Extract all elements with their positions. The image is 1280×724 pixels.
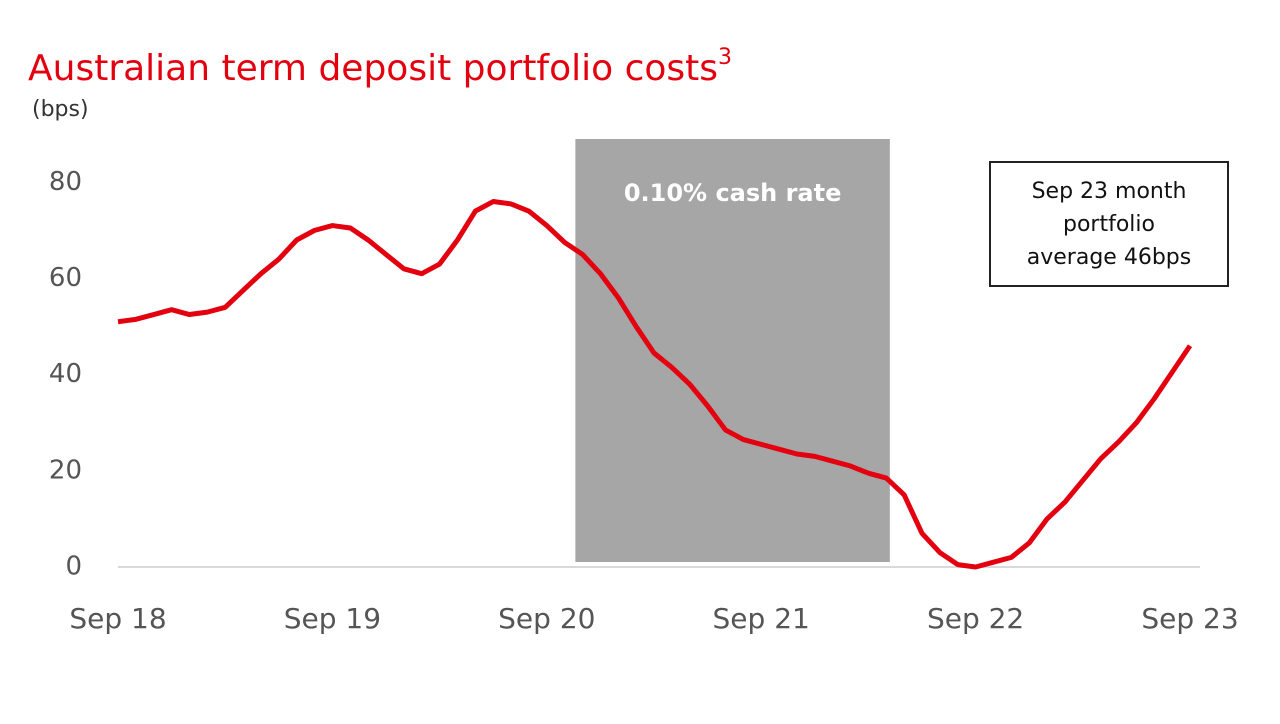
- annotation-box: [989, 161, 1229, 287]
- x-tick-label: Sep 19: [284, 602, 381, 635]
- title-text: Australian term deposit portfolio costs: [28, 48, 718, 89]
- x-tick-label: Sep 20: [498, 602, 595, 635]
- annotation-text: average 46bps: [1027, 245, 1191, 270]
- x-tick-label: Sep 18: [69, 602, 166, 635]
- shaded-period-label: 0.10% cash rate: [624, 179, 842, 207]
- x-tick-label: Sep 22: [927, 602, 1024, 635]
- annotation-text: portfolio: [1063, 212, 1155, 237]
- chart-title: Australian term deposit portfolio costs3: [28, 45, 732, 89]
- y-tick-label: 80: [49, 167, 82, 197]
- annotation-text: Sep 23 month: [1032, 179, 1187, 204]
- title-superscript: 3: [718, 45, 732, 70]
- y-tick-label: 20: [49, 455, 82, 485]
- data-line: [117, 199, 1193, 570]
- y-tick-label: 0: [65, 552, 82, 582]
- y-tick-label: 40: [49, 359, 82, 389]
- y-axis-label: (bps): [32, 97, 89, 122]
- shaded-period: [575, 139, 890, 562]
- x-tick-label: Sep 23: [1141, 602, 1238, 635]
- x-tick-label: Sep 21: [713, 602, 810, 635]
- y-tick-label: 60: [49, 263, 82, 293]
